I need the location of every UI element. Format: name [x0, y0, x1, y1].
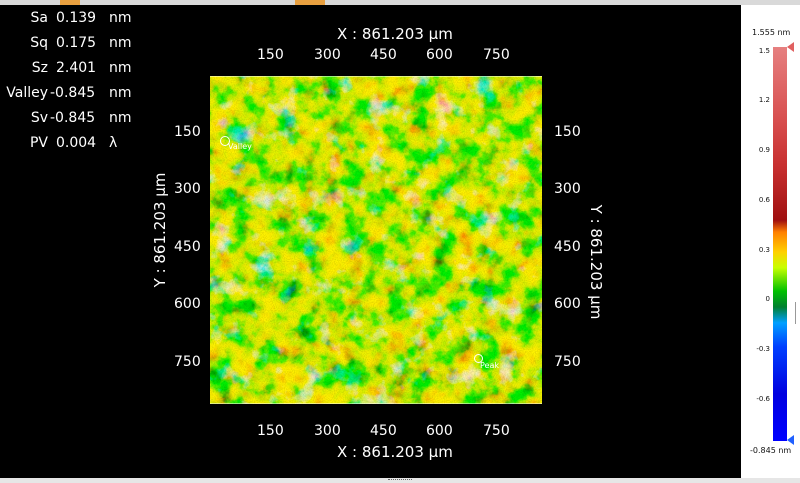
y-tick-label-right: 600: [554, 296, 581, 312]
stat-row: Sq 0.175 nm: [0, 35, 140, 57]
x-tick-label-top: 750: [483, 47, 510, 63]
y-tick-label-left: 600: [174, 296, 201, 312]
x-tick-label-bottom: 450: [370, 423, 397, 439]
valley-marker-label: Valley: [228, 142, 252, 151]
panel-resize-handle[interactable]: [795, 302, 800, 324]
x-tick-label-top: 600: [426, 47, 453, 63]
x-axis-title-bottom: X : 861.203 µm: [337, 443, 453, 461]
x-tick-label-top: 150: [257, 47, 284, 63]
stat-label: Sv: [30, 110, 48, 126]
colorbar-gradient: [773, 47, 787, 441]
colorbar-tick-label: -0.3: [756, 345, 770, 353]
colorbar-tick-label: 0.9: [758, 146, 770, 154]
stat-unit: nm: [109, 35, 132, 51]
y-tick-label-right: 300: [554, 181, 581, 197]
stat-row: Sz 2.401 nm: [0, 60, 140, 82]
stat-value: 0.004: [56, 135, 97, 151]
stat-label: PV: [29, 135, 48, 151]
colorbar-tick-label: -0.6: [756, 395, 770, 403]
tab-indicator: [295, 0, 325, 5]
colorbar-tick-label: 0.3: [758, 246, 770, 254]
stat-row: Sa 0.139 nm: [0, 10, 140, 32]
stat-unit: nm: [109, 10, 132, 26]
y-tick-label-right: 450: [554, 239, 581, 255]
stat-unit: nm: [109, 110, 132, 126]
y-tick-label-right: 150: [554, 124, 581, 140]
y-tick-label-left: 300: [174, 181, 201, 197]
y-tick-label-right: 750: [554, 354, 581, 370]
stat-label: Sz: [31, 60, 48, 76]
colorbar-tick-label: 0.6: [758, 196, 770, 204]
x-tick-label-bottom: 300: [314, 423, 341, 439]
tab-indicator: [60, 0, 80, 5]
stat-value: 0.175: [56, 35, 97, 51]
splitter-grip[interactable]: [388, 479, 412, 483]
stat-unit: λ: [109, 135, 118, 151]
y-tick-label-left: 450: [174, 239, 201, 255]
plot-tick-marks: [210, 76, 542, 404]
window-bottom-strip: [0, 478, 800, 483]
valley-marker[interactable]: [220, 136, 230, 146]
window-top-strip: [0, 0, 800, 5]
colorbar-panel: [741, 5, 800, 478]
colorbar-max-handle[interactable]: [787, 42, 794, 52]
stat-label: Sq: [30, 35, 48, 51]
colorbar-min-label: -0.845 nm: [750, 446, 792, 455]
x-axis-title-top: X : 861.203 µm: [337, 25, 453, 43]
height-map-image: [210, 76, 542, 404]
x-tick-label-top: 300: [314, 47, 341, 63]
stat-row: Valley -0.845 nm: [0, 85, 140, 107]
peak-marker[interactable]: [474, 354, 483, 363]
stat-value: 2.401: [56, 60, 97, 76]
x-tick-label-bottom: 750: [483, 423, 510, 439]
colorbar-tick-label: 0: [765, 295, 770, 303]
x-tick-label-bottom: 150: [257, 423, 284, 439]
stat-value: -0.845: [50, 85, 96, 101]
colorbar-tick-label: 1.2: [758, 96, 770, 104]
stat-value: 0.139: [56, 10, 97, 26]
y-tick-label-left: 750: [174, 354, 201, 370]
stat-row: Sv -0.845 nm: [0, 110, 140, 132]
stat-unit: nm: [109, 60, 132, 76]
y-tick-label-left: 150: [174, 124, 201, 140]
x-tick-label-top: 450: [370, 47, 397, 63]
x-tick-label-bottom: 600: [426, 423, 453, 439]
peak-marker-label: Peak: [480, 361, 499, 370]
y-axis-title-right: Y : 861.203 µm: [587, 204, 605, 320]
stat-value: -0.845: [50, 110, 96, 126]
colorbar-max-label: 1.555 nm: [752, 28, 791, 37]
y-axis-title-left: Y : 861.203 µm: [151, 172, 169, 288]
stat-row: PV 0.004 λ: [0, 135, 140, 157]
colorbar-tick-label: 1.5: [758, 47, 770, 55]
stat-label: Valley: [6, 85, 48, 101]
stat-unit: nm: [109, 85, 132, 101]
surface-height-map[interactable]: Valley Peak: [210, 76, 542, 404]
colorbar-min-handle[interactable]: [787, 435, 794, 445]
stat-label: Sa: [30, 10, 48, 26]
